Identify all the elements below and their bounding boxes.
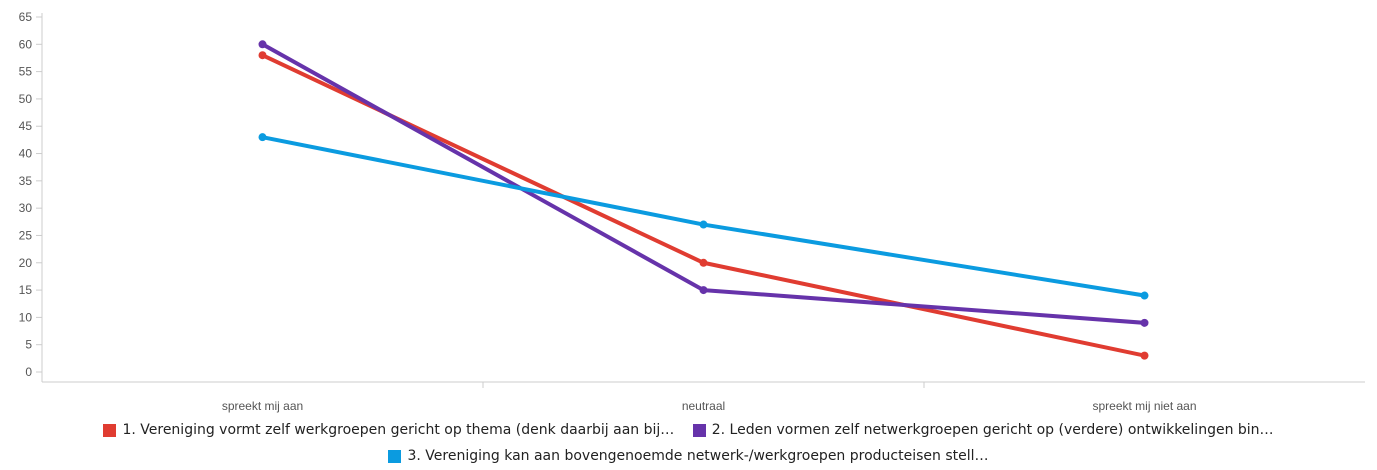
legend-swatch-series-1 [103,423,117,437]
y-tick-label: 30 [19,201,33,215]
line-chart: 0 5 10 15 20 25 30 35 40 45 50 55 60 65 spreekt mij a… [19,10,1365,413]
series-3-point [258,133,267,142]
legend-label-series-2: 2. Leden vormen zelf netwerkgroepen geri… [711,422,1274,438]
series-1-point [699,258,708,267]
series-2-point [258,40,267,49]
series-1-point [1140,351,1149,360]
y-tick-label: 15 [19,283,33,297]
x-tick-label: neutraal [682,399,725,413]
y-tick-label: 55 [19,65,33,79]
y-tick-label: 25 [19,228,33,242]
series-3-point [699,220,708,229]
series-2-point [699,286,708,295]
y-tick-label: 60 [19,37,33,51]
y-axis: 0 5 10 15 20 25 30 35 40 45 50 55 60 65 [19,10,43,382]
legend-label-series-3: 3. Vereniging kan aan bovengenoemde netw… [407,448,989,464]
x-axis: spreekt mij aan neutraal spreekt mij niet … [42,381,1365,413]
series-1-point [258,51,267,60]
legend-swatch-series-3 [388,449,402,463]
legend-row-2: 3. Vereniging kan aan bovengenoemde netw… [0,448,1377,467]
y-tick-label: 10 [19,310,33,324]
x-tick-label: spreekt mij niet aan [1092,399,1196,413]
y-tick-label: 20 [19,256,33,270]
legend-item-series-1[interactable]: 1. Vereniging vormt zelf werkgroepen ger… [103,422,674,438]
series-lines [258,40,1149,360]
y-tick-label: 0 [25,365,32,379]
series-3-line [260,135,1147,298]
series-1-line [260,53,1147,358]
legend-item-series-2[interactable]: 2. Leden vormen zelf netwerkgroepen geri… [692,422,1274,438]
series-2-point [1140,318,1149,327]
series-3-point [1140,291,1149,300]
y-tick-label: 40 [19,147,33,161]
y-tick-label: 35 [19,174,33,188]
legend-swatch-series-2 [692,423,706,437]
series-2-line [260,42,1147,325]
legend-row-1: 1. Vereniging vormt zelf werkgroepen ger… [0,422,1377,441]
y-tick-label: 65 [19,10,33,24]
legend-item-series-3[interactable]: 3. Vereniging kan aan bovengenoemde netw… [388,448,989,464]
legend-label-series-1: 1. Vereniging vormt zelf werkgroepen ger… [122,422,675,438]
x-tick-label: spreekt mij aan [222,399,303,413]
y-tick-label: 45 [19,119,33,133]
y-tick-label: 50 [19,92,33,106]
y-tick-label: 5 [25,338,32,352]
